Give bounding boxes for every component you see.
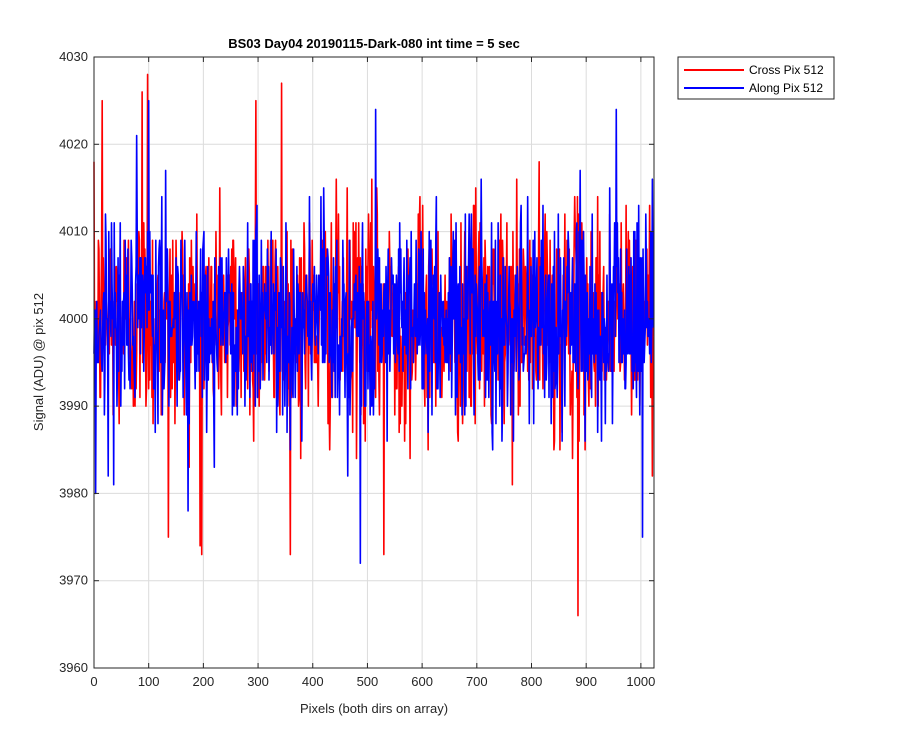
y-tick-label: 4030 <box>59 49 88 64</box>
x-tick-label: 500 <box>357 674 379 689</box>
legend-box <box>677 56 835 100</box>
x-tick-labels: 0 100 200 300 400 500 600 700 800 900 1000 <box>90 674 655 689</box>
y-tick-label: 3990 <box>59 398 88 413</box>
y-tick-label: 3980 <box>59 485 88 500</box>
x-tick-label: 900 <box>575 674 597 689</box>
y-axis-label: Signal (ADU) @ pix 512 <box>31 293 46 431</box>
x-tick-label: 200 <box>193 674 215 689</box>
series-lines <box>93 73 655 617</box>
x-tick-label: 600 <box>411 674 433 689</box>
y-tick-label: 3960 <box>59 660 88 675</box>
x-tick-label: 400 <box>302 674 324 689</box>
x-tick-label: 300 <box>247 674 269 689</box>
x-tick-label: 100 <box>138 674 160 689</box>
y-tick-label: 4020 <box>59 136 88 151</box>
legend-label-cross: Cross Pix 512 <box>749 63 824 77</box>
axis-ticks <box>93 56 654 669</box>
x-axis-label: Pixels (both dirs on array) <box>300 701 448 716</box>
y-tick-label: 4010 <box>59 224 88 239</box>
series-line-along <box>93 99 655 565</box>
x-tick-label: 700 <box>466 674 488 689</box>
x-tick-label: 0 <box>90 674 97 689</box>
y-tick-label: 4000 <box>59 311 88 326</box>
y-tick-labels: 3960 3970 3980 3990 4000 4010 4020 4030 <box>59 49 88 675</box>
legend: Cross Pix 512 Along Pix 512 <box>677 56 835 100</box>
axes-box <box>93 56 655 669</box>
legend-label-along: Along Pix 512 <box>749 81 823 95</box>
x-tick-label: 1000 <box>626 674 655 689</box>
x-tick-label: 800 <box>521 674 543 689</box>
chart-title: BS03 Day04 20190115-Dark-080 int time = … <box>228 36 520 51</box>
y-tick-label: 3970 <box>59 573 88 588</box>
